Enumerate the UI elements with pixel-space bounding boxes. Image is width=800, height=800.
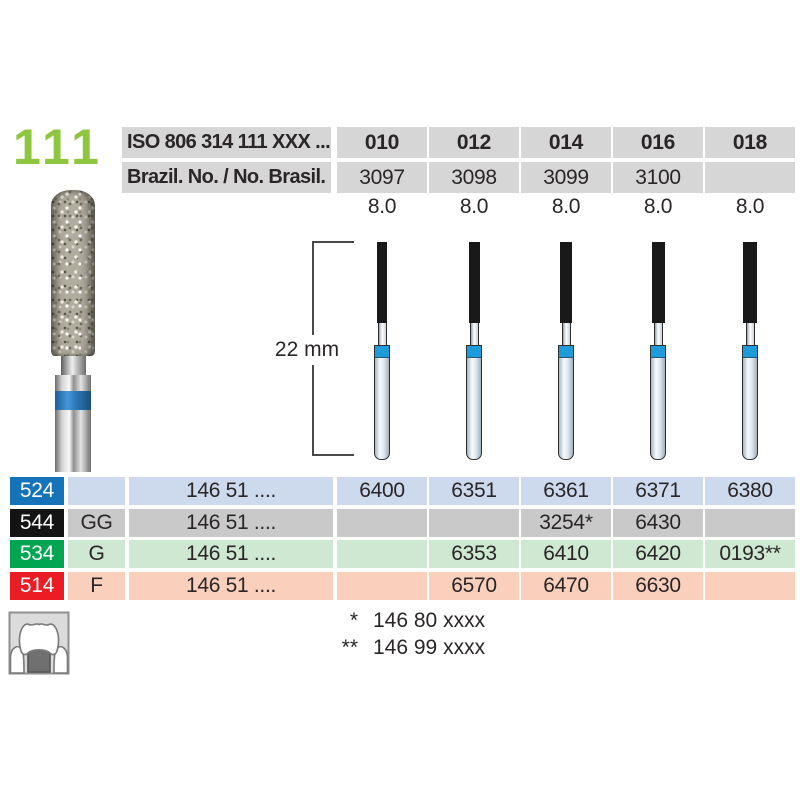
column-header-014: 014: [521, 127, 611, 158]
bur-shank: [374, 344, 390, 460]
column-header-018: 018: [705, 127, 795, 158]
column-header-010: 010: [337, 127, 427, 158]
bur-figure-014: [521, 242, 611, 460]
grit-code-534: 534: [10, 540, 64, 568]
bur-blue-ring: [743, 345, 757, 358]
footnote-marker: *: [349, 609, 358, 632]
head-length: 8.0: [367, 195, 397, 218]
footnote-text: 146 99 xxxx: [373, 636, 486, 659]
order-number: 6630: [613, 572, 703, 600]
column-header-012: 012: [429, 127, 519, 158]
diamond-bur-photo: [46, 190, 100, 472]
head-length: 8.0: [551, 195, 581, 218]
bur-photo-shank: [55, 375, 91, 472]
bur-blue-ring: [559, 345, 573, 358]
order-number: [705, 572, 795, 600]
order-number: 6410: [521, 540, 611, 568]
iso-row-label: ISO 806 314 111 XXX ...: [122, 127, 331, 158]
bur-photo-blue-ring: [55, 391, 91, 410]
grit-code-524: 524: [10, 477, 64, 505]
bur-head: [560, 242, 572, 323]
order-number: 6351: [429, 477, 519, 505]
bur-blue-ring: [467, 345, 481, 358]
order-number: 6400: [337, 477, 427, 505]
grit-grade: GG: [68, 509, 125, 537]
order-number: [337, 572, 427, 600]
tooth-icon: [8, 611, 70, 675]
grit-code-544: 544: [10, 509, 64, 537]
length-label: 22 mm: [268, 335, 346, 365]
order-number: 6430: [613, 509, 703, 537]
bur-shank: [742, 344, 758, 460]
order-number: 6570: [429, 572, 519, 600]
head-length: 8.0: [643, 195, 673, 218]
grit-grade: F: [68, 572, 125, 600]
order-prefix: 146 51 ....: [129, 477, 333, 505]
order-number: 0193**: [705, 540, 795, 568]
bur-neck: [469, 322, 479, 345]
grit-grade: G: [68, 540, 125, 568]
order-number: [337, 509, 427, 537]
bur-photo-diamond-head: [51, 190, 95, 356]
bur-head: [377, 242, 387, 323]
column-header-016: 016: [613, 127, 703, 158]
order-number: [429, 509, 519, 537]
bur-neck: [745, 322, 755, 345]
bur-figure-010: [337, 242, 427, 460]
brazil-number: [705, 162, 795, 193]
bur-figure-016: [613, 242, 703, 460]
footnote-marker: **: [341, 636, 358, 659]
brazil-row-label: Brazil. No. / No. Brasil.: [122, 162, 331, 193]
order-number: 3254*: [521, 509, 611, 537]
grit-code-514: 514: [10, 572, 64, 600]
order-number: 6420: [613, 540, 703, 568]
order-number: 6470: [521, 572, 611, 600]
order-prefix: 146 51 ....: [129, 540, 333, 568]
brazil-number: 3098: [429, 162, 519, 193]
order-number: [705, 509, 795, 537]
figure-number: 111: [13, 119, 103, 175]
bur-shank: [466, 344, 482, 460]
order-number: 6371: [613, 477, 703, 505]
order-number: 6380: [705, 477, 795, 505]
bur-figure-018: [705, 242, 795, 460]
bur-head: [743, 242, 757, 323]
bur-figure-012: [429, 242, 519, 460]
brazil-number: 3097: [337, 162, 427, 193]
bur-photo-neck: [60, 356, 86, 375]
order-number: 6353: [429, 540, 519, 568]
brazil-number: 3099: [521, 162, 611, 193]
order-prefix: 146 51 ....: [129, 572, 333, 600]
bur-head: [651, 242, 665, 323]
bur-neck: [653, 322, 663, 345]
head-length: 8.0: [459, 195, 489, 218]
order-number: [337, 540, 427, 568]
bur-blue-ring: [651, 345, 665, 358]
bur-shank: [650, 344, 666, 460]
grit-grade: [68, 477, 125, 505]
head-length: 8.0: [735, 195, 765, 218]
order-prefix: 146 51 ....: [129, 509, 333, 537]
bur-shank: [558, 344, 574, 460]
bur-neck: [377, 322, 387, 345]
bur-head: [468, 242, 480, 323]
bur-neck: [561, 322, 571, 345]
bur-blue-ring: [375, 345, 389, 358]
order-number: 6361: [521, 477, 611, 505]
brazil-number: 3100: [613, 162, 703, 193]
footnote-text: 146 80 xxxx: [373, 609, 486, 632]
